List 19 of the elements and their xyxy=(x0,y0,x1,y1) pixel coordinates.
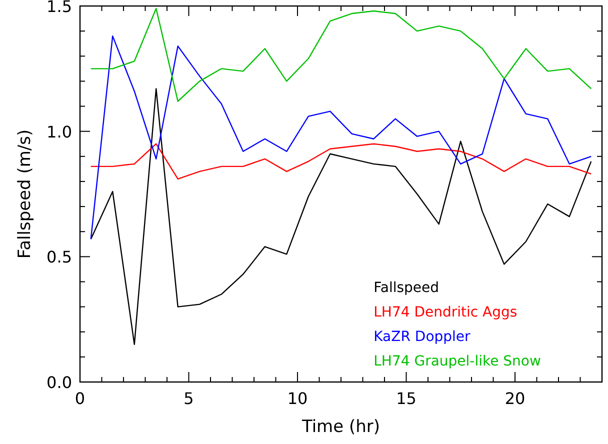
x-tick-label: 15 xyxy=(396,389,416,408)
y-axis-title: Fallspeed (m/s) xyxy=(15,129,35,259)
x-tick-label: 0 xyxy=(74,389,86,408)
line-series xyxy=(90,143,592,180)
y-tick-label: 1.5 xyxy=(46,0,72,16)
y-tick-label: 1.0 xyxy=(46,122,72,142)
text: LH74 Graupel-like Snow xyxy=(374,353,541,370)
x-axis-title: Time (hr) xyxy=(300,417,380,437)
text: KaZR Doppler xyxy=(374,328,471,345)
line-series xyxy=(90,35,592,240)
y-tick-label: 0.0 xyxy=(46,373,72,392)
line-series xyxy=(90,88,592,345)
y-tick-label: 0.5 xyxy=(46,248,72,267)
line-series xyxy=(90,8,592,102)
x-tick-label: 20 xyxy=(504,389,526,408)
text: LH74 Dendritic Aggs xyxy=(374,304,518,320)
text: Fallspeed xyxy=(374,280,440,296)
x-tick-label: 5 xyxy=(184,389,194,408)
x-tick-label: 10 xyxy=(287,389,308,408)
